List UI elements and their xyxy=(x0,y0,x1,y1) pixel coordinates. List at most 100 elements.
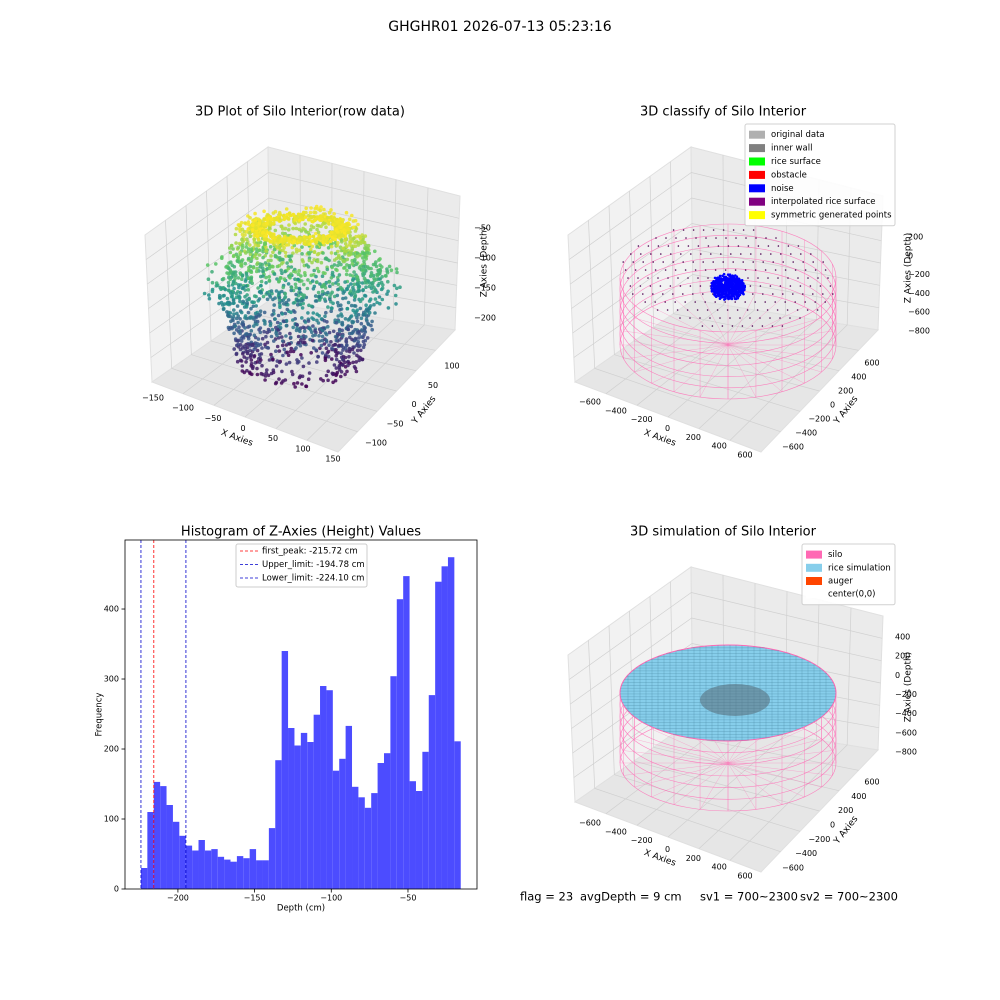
point xyxy=(261,294,266,299)
legend-box xyxy=(744,123,896,227)
point xyxy=(326,290,330,295)
point xyxy=(280,339,285,343)
point xyxy=(231,254,236,259)
point xyxy=(741,284,745,287)
point xyxy=(247,342,252,347)
point xyxy=(323,256,328,261)
point xyxy=(742,292,745,296)
point xyxy=(320,334,325,339)
point xyxy=(361,312,366,317)
point xyxy=(291,301,296,305)
point xyxy=(294,247,299,252)
point xyxy=(288,276,292,280)
surface-dot xyxy=(702,261,704,263)
legend-label: rice simulation xyxy=(828,563,891,573)
surface-dot xyxy=(702,293,704,295)
point xyxy=(713,276,717,280)
bar xyxy=(320,686,327,889)
point xyxy=(288,258,293,262)
point xyxy=(323,314,327,319)
point xyxy=(293,282,298,287)
point xyxy=(251,315,255,320)
point xyxy=(309,206,313,210)
point xyxy=(310,316,314,320)
point xyxy=(297,328,301,332)
surface-dot xyxy=(824,269,827,271)
z-tick-label: −200 xyxy=(908,270,930,279)
point xyxy=(347,355,351,359)
point xyxy=(296,212,301,217)
subplot-title: 3D simulation of Silo Interior xyxy=(630,525,817,540)
bar xyxy=(204,850,212,889)
point xyxy=(262,329,266,334)
point xyxy=(221,307,226,312)
point xyxy=(365,314,369,319)
point xyxy=(295,303,300,307)
point xyxy=(734,297,738,301)
point xyxy=(364,257,369,261)
point xyxy=(301,226,305,231)
surface-dot xyxy=(685,237,687,239)
point xyxy=(356,234,361,238)
point xyxy=(231,279,236,284)
point xyxy=(240,346,245,350)
point xyxy=(254,226,258,231)
point xyxy=(341,259,346,264)
point xyxy=(726,296,730,300)
point xyxy=(330,357,334,361)
point xyxy=(336,314,341,318)
point xyxy=(714,287,718,291)
point xyxy=(392,283,397,288)
point xyxy=(338,256,343,261)
point xyxy=(307,361,311,365)
point xyxy=(318,236,323,241)
plot-frame xyxy=(124,539,478,890)
point xyxy=(232,312,236,316)
point xyxy=(265,368,269,372)
point xyxy=(356,312,361,317)
point xyxy=(353,327,357,332)
point xyxy=(722,290,725,293)
surface-dot xyxy=(764,269,767,271)
point xyxy=(334,348,338,352)
point xyxy=(237,241,242,246)
point xyxy=(259,283,263,288)
point xyxy=(356,277,360,282)
point xyxy=(348,273,353,277)
surface-dot xyxy=(712,229,715,231)
point xyxy=(225,301,229,306)
point xyxy=(268,323,273,328)
x-tick-label: 0 xyxy=(665,424,670,433)
point xyxy=(352,282,357,287)
surface-dot xyxy=(662,261,664,263)
point xyxy=(376,268,381,273)
point xyxy=(737,289,741,293)
point xyxy=(285,350,290,355)
point xyxy=(330,219,335,224)
point xyxy=(364,303,368,308)
legend-label: interpolated rice surface xyxy=(771,197,876,207)
point xyxy=(315,266,320,271)
surface-dot xyxy=(672,229,675,231)
point xyxy=(240,364,245,368)
point xyxy=(344,339,348,343)
y-tick-label: −100 xyxy=(365,439,387,448)
point xyxy=(294,322,299,327)
z-tick-label: −200 xyxy=(474,314,496,323)
point xyxy=(394,302,398,306)
silo-floor-line xyxy=(727,728,805,764)
silo-floor-line xyxy=(727,344,805,384)
point xyxy=(251,304,256,309)
point xyxy=(726,293,730,297)
pane-grid xyxy=(670,161,859,351)
surface-dot xyxy=(769,317,771,319)
point xyxy=(309,273,314,278)
point xyxy=(315,360,319,364)
point xyxy=(236,320,240,325)
point xyxy=(255,234,260,239)
point xyxy=(296,299,300,303)
surface-dot xyxy=(640,253,642,255)
point xyxy=(334,256,339,261)
point xyxy=(231,301,236,306)
point xyxy=(326,324,330,329)
